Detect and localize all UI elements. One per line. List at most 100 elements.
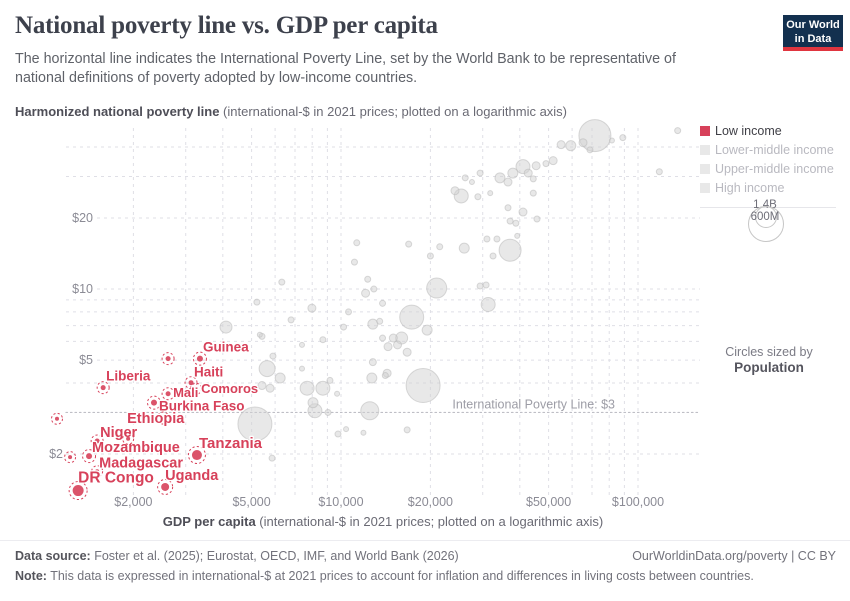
country-label-ethiopia[interactable]: Ethiopia [126, 410, 187, 429]
data-point-bubble[interactable] [298, 365, 305, 372]
data-point-bubble[interactable] [287, 316, 295, 324]
data-point-uganda[interactable] [161, 482, 170, 491]
data-point-bubble[interactable] [402, 347, 412, 357]
data-point-ethiopia[interactable] [160, 415, 166, 421]
data-point-bubble[interactable] [350, 258, 358, 266]
data-point-bubble[interactable] [307, 303, 317, 313]
data-point-madagascar[interactable] [95, 469, 100, 474]
data-point-bubble[interactable] [388, 333, 398, 343]
data-point-bubble[interactable] [253, 298, 261, 306]
data-point-bubble[interactable] [368, 358, 377, 367]
data-point-bubble[interactable] [476, 169, 484, 177]
country-label-niger[interactable]: Niger [99, 424, 139, 443]
data-point-bubble[interactable] [542, 160, 550, 168]
data-point-bubble[interactable] [393, 340, 403, 350]
data-point-niger[interactable] [94, 438, 100, 444]
data-point-bubble[interactable] [370, 285, 378, 293]
country-label-madagascar[interactable]: Madagascar [98, 454, 185, 473]
data-point-bubble[interactable] [219, 320, 233, 334]
data-point-bubble[interactable] [265, 383, 275, 393]
data-point-liberia[interactable] [100, 385, 106, 391]
data-point-bubble[interactable] [381, 372, 389, 380]
data-point-bubble[interactable] [507, 167, 519, 179]
legend-item-upper-middle-income[interactable]: Upper-middle income [700, 162, 843, 176]
data-point-tanzania[interactable] [191, 450, 202, 461]
data-point-dr-congo[interactable] [72, 485, 84, 497]
data-point-bubble[interactable] [278, 278, 286, 286]
data-point-guinea[interactable] [196, 355, 203, 362]
data-point-bubble[interactable] [565, 140, 577, 152]
owid-license-link[interactable]: OurWorldinData.org/poverty | CC BY [632, 549, 836, 563]
data-point-bubble[interactable] [364, 275, 372, 283]
country-label-dr-congo[interactable]: DR Congo [77, 468, 155, 488]
data-point-bubble[interactable] [403, 426, 411, 434]
country-label-comoros[interactable]: Comoros [200, 380, 260, 398]
data-point-bubble[interactable] [326, 376, 334, 384]
data-point-unlabeled[interactable] [54, 416, 59, 421]
data-point-unlabeled[interactable] [165, 356, 171, 362]
data-point-bubble[interactable] [343, 426, 350, 433]
data-point-bubble[interactable] [458, 242, 470, 254]
country-label-haiti[interactable]: Haiti [193, 363, 225, 381]
data-point-bubble[interactable] [474, 193, 482, 201]
data-point-bubble[interactable] [366, 372, 378, 384]
data-point-bubble[interactable] [319, 336, 327, 344]
data-point-bubble[interactable] [376, 317, 384, 325]
data-point-bubble[interactable] [518, 207, 528, 217]
legend-item-low-income[interactable]: Low income [700, 124, 843, 138]
data-point-bubble[interactable] [489, 252, 497, 260]
legend-item-lower-middle-income[interactable]: Lower-middle income [700, 143, 843, 157]
data-point-bubble[interactable] [450, 186, 460, 196]
country-label-tanzania[interactable]: Tanzania [198, 434, 264, 454]
data-point-bubble[interactable] [324, 408, 332, 416]
data-point-bubble[interactable] [655, 168, 663, 176]
data-point-bubble[interactable] [436, 243, 444, 251]
data-point-bubble[interactable] [476, 282, 484, 290]
data-point-bubble[interactable] [468, 179, 475, 186]
data-point-bubble[interactable] [299, 380, 315, 396]
data-point-bubble[interactable] [353, 239, 361, 247]
data-point-bubble[interactable] [256, 331, 263, 338]
owid-logo[interactable]: Our World in Data [783, 15, 843, 51]
data-point-bubble[interactable] [268, 454, 276, 462]
data-point-bubble[interactable] [503, 177, 513, 187]
data-point-bubble[interactable] [298, 341, 305, 348]
data-point-bubble[interactable] [237, 406, 273, 442]
data-point-mali[interactable] [165, 391, 171, 397]
country-label-guinea[interactable]: Guinea [202, 338, 251, 356]
data-point-mozambique[interactable] [86, 453, 93, 460]
data-point-bubble[interactable] [480, 297, 496, 313]
data-point-bubble[interactable] [494, 172, 506, 184]
data-point-bubble[interactable] [360, 429, 367, 436]
data-point-bubble[interactable] [379, 334, 387, 342]
data-point-bubble[interactable] [504, 204, 512, 212]
data-point-bubble[interactable] [334, 430, 342, 438]
data-point-bubble[interactable] [426, 277, 448, 299]
data-point-bubble[interactable] [506, 217, 514, 225]
data-point-unlabeled[interactable] [126, 436, 131, 441]
data-point-bubble[interactable] [493, 235, 501, 243]
data-point-bubble[interactable] [274, 372, 286, 384]
data-point-bubble[interactable] [529, 175, 537, 183]
data-point-unlabeled[interactable] [68, 455, 73, 460]
data-point-comoros[interactable] [194, 386, 199, 391]
data-point-bubble[interactable] [461, 174, 469, 182]
country-label-mali[interactable]: Mali [172, 384, 200, 402]
data-point-bubble[interactable] [345, 308, 353, 316]
data-point-bubble[interactable] [487, 190, 494, 197]
data-point-bubble[interactable] [578, 138, 588, 148]
data-point-bubble[interactable] [315, 380, 331, 396]
data-point-bubble[interactable] [399, 304, 425, 330]
data-point-bubble[interactable] [426, 252, 434, 260]
data-point-bubble[interactable] [533, 215, 541, 223]
data-point-bubble[interactable] [269, 352, 277, 360]
data-point-bubble[interactable] [257, 381, 267, 391]
data-point-bubble[interactable] [531, 161, 541, 171]
data-point-bubble[interactable] [619, 134, 627, 142]
data-point-bubble[interactable] [483, 235, 491, 243]
data-point-bubble[interactable] [523, 168, 533, 178]
data-point-bubble[interactable] [383, 342, 393, 352]
legend-item-high-income[interactable]: High income [700, 181, 843, 195]
data-point-bubble[interactable] [556, 140, 566, 150]
data-point-haiti[interactable] [188, 380, 194, 386]
